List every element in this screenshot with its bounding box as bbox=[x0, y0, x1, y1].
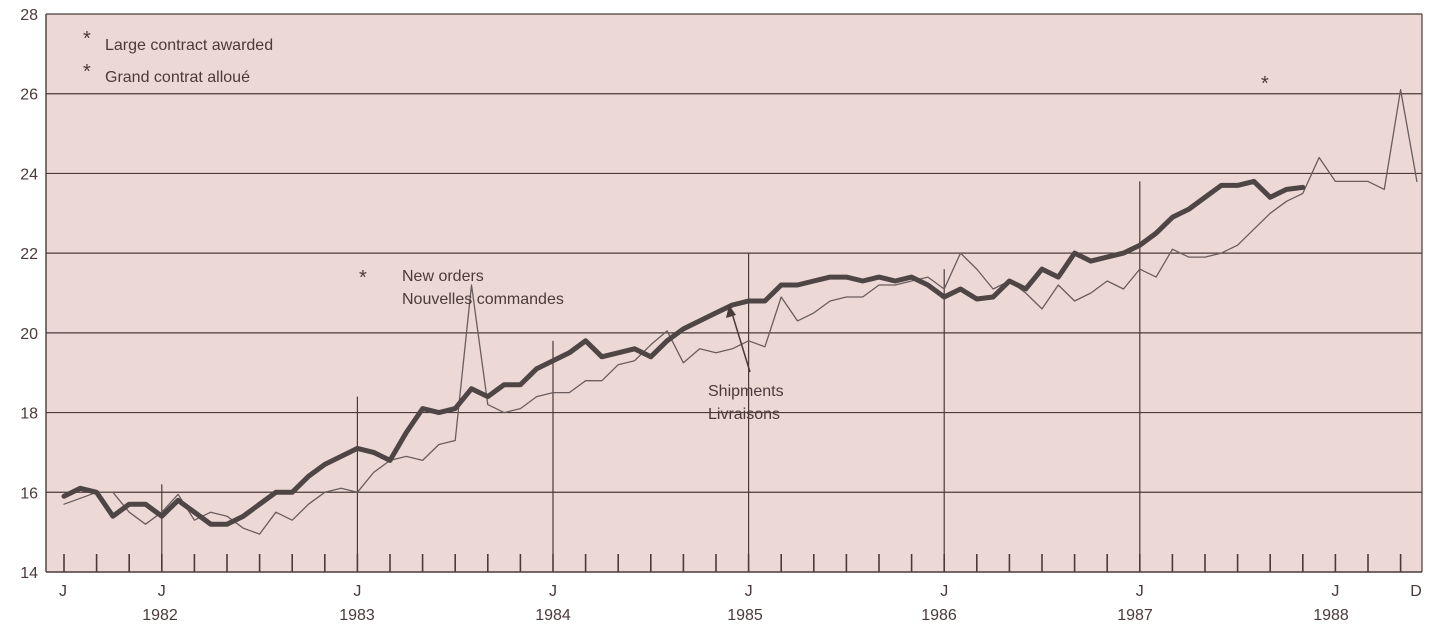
x-month-label: J bbox=[1136, 583, 1144, 600]
y-tick-label: 26 bbox=[20, 87, 38, 104]
series-lines bbox=[61, 89, 1418, 535]
x-month-label: J bbox=[1331, 583, 1339, 600]
x-month-label: J bbox=[549, 583, 557, 600]
x-year-label: 1984 bbox=[535, 607, 571, 624]
star-1988: * bbox=[1261, 73, 1269, 95]
plot-background bbox=[46, 14, 1422, 572]
shipments-annotation: Shipments Livraisons bbox=[708, 305, 784, 423]
shipments-arrow-line bbox=[730, 309, 751, 373]
shipments-label-en: Shipments bbox=[708, 383, 784, 400]
legend-star-1: * bbox=[83, 28, 91, 50]
y-tick-label: 14 bbox=[20, 565, 38, 582]
y-axis: 14 16 18 20 22 24 26 28 bbox=[20, 7, 38, 582]
legend-text-fr: Grand contrat alloué bbox=[105, 69, 250, 86]
x-month-label: J bbox=[745, 583, 753, 600]
x-month-label: J bbox=[940, 583, 948, 600]
x-minor-ticks bbox=[63, 554, 1402, 572]
y-tick-label: 18 bbox=[20, 406, 38, 423]
x-month-label: D bbox=[1410, 583, 1422, 600]
x-year-label: 1986 bbox=[921, 607, 957, 624]
series-line-shipments bbox=[61, 178, 1306, 527]
x-month-label: J bbox=[353, 583, 361, 600]
new-orders-label-en: New orders bbox=[402, 268, 484, 285]
y-tick-label: 24 bbox=[20, 166, 38, 183]
legend-text-en: Large contract awarded bbox=[105, 37, 273, 54]
new-orders-label-fr: Nouvelles commandes bbox=[402, 291, 564, 308]
series-line-new-orders bbox=[63, 89, 1418, 535]
x-year-label: 1983 bbox=[339, 607, 375, 624]
x-year-label: 1987 bbox=[1117, 607, 1153, 624]
y-tick-label: 20 bbox=[20, 326, 38, 343]
x-year-label: 1982 bbox=[142, 607, 178, 624]
x-year-label: 1985 bbox=[727, 607, 763, 624]
star-1983: * bbox=[359, 267, 367, 289]
y-tick-label: 28 bbox=[20, 7, 38, 24]
y-tick-label: 16 bbox=[20, 485, 38, 502]
shipments-label-fr: Livraisons bbox=[708, 406, 780, 423]
legend-star-2: * bbox=[83, 61, 91, 83]
x-month-label: J bbox=[59, 583, 67, 600]
shipments-arrowhead bbox=[726, 305, 736, 318]
new-orders-annotation: * New orders Nouvelles commandes bbox=[359, 267, 564, 308]
x-month-label: J bbox=[158, 583, 166, 600]
y-tick-label: 22 bbox=[20, 246, 38, 263]
legend: * Large contract awarded * Grand contrat… bbox=[83, 28, 273, 86]
x-axis: J J J J J J J J D 1982 1983 1984 1985 1986 1987 1988 bbox=[59, 583, 1422, 624]
x-year-label: 1988 bbox=[1313, 607, 1349, 624]
